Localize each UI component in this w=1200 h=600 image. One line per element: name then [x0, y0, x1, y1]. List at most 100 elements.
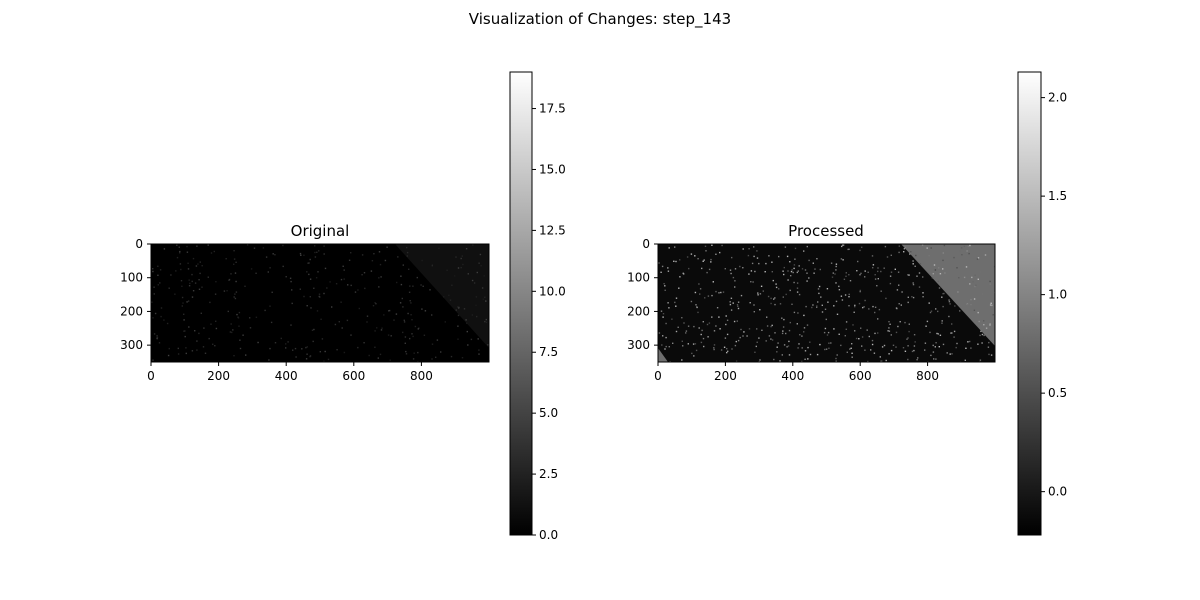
pixel-speck: [885, 359, 887, 362]
pixel-speck: [471, 279, 474, 282]
pixel-speck: [181, 305, 183, 307]
pixel-speck: [972, 281, 974, 283]
pixel-speck: [726, 351, 728, 354]
pixel-speck: [942, 252, 944, 254]
pixel-speck: [803, 327, 806, 329]
pixel-speck: [807, 358, 809, 360]
pixel-speck: [816, 258, 818, 260]
pixel-speck: [750, 270, 753, 272]
pixel-speck: [749, 302, 751, 304]
pixel-speck: [948, 315, 950, 318]
pixel-speck: [363, 342, 365, 344]
pixel-speck: [199, 272, 201, 275]
pixel-speck: [233, 250, 235, 252]
pixel-speck: [979, 359, 982, 361]
pixel-speck: [239, 347, 242, 350]
pixel-speck: [813, 272, 815, 274]
pixel-speck: [929, 311, 932, 314]
pixel-speck: [842, 244, 845, 246]
pixel-speck: [184, 330, 186, 332]
pixel-speck: [291, 289, 293, 291]
pixel-speck: [928, 255, 930, 257]
pixel-speck: [697, 258, 699, 260]
pixel-speck: [233, 355, 235, 357]
pixel-speck: [894, 268, 896, 270]
pixel-speck: [214, 293, 217, 295]
pixel-speck: [186, 245, 188, 248]
pixel-speck: [888, 330, 891, 332]
pixel-speck: [950, 332, 952, 334]
pixel-speck: [682, 345, 684, 347]
pixel-speck: [876, 285, 878, 287]
pixel-speck: [226, 290, 228, 292]
pixel-speck: [949, 303, 951, 305]
pixel-speck: [755, 345, 757, 348]
pixel-speck: [485, 321, 488, 324]
pixel-speck: [668, 247, 670, 249]
pixel-speck: [791, 269, 793, 271]
pixel-speck: [465, 319, 467, 321]
pixel-speck: [937, 310, 939, 313]
x-tick-label: 200: [207, 369, 230, 383]
pixel-speck: [824, 348, 826, 351]
pixel-speck: [967, 245, 970, 247]
pixel-speck: [864, 349, 866, 351]
pixel-speck: [401, 297, 403, 300]
pixel-speck: [265, 256, 268, 258]
pixel-speck: [242, 334, 244, 336]
pixel-speck: [484, 296, 486, 298]
pixel-speck: [712, 281, 714, 283]
pixel-speck: [764, 271, 766, 273]
pixel-speck: [152, 268, 154, 270]
pixel-speck: [289, 277, 292, 279]
pixel-speck: [699, 293, 701, 295]
pixel-speck: [801, 268, 804, 270]
pixel-speck: [983, 320, 985, 322]
pixel-speck: [411, 333, 413, 335]
pixel-speck: [199, 261, 201, 263]
pixel-speck: [320, 318, 322, 320]
pixel-speck: [812, 304, 814, 306]
colorbar-tick-label: 17.5: [539, 102, 566, 116]
pixel-speck: [413, 352, 415, 354]
pixel-speck: [323, 245, 325, 247]
pixel-speck: [730, 297, 733, 299]
pixel-speck: [478, 262, 480, 264]
pixel-speck: [971, 276, 973, 279]
pixel-speck: [842, 259, 844, 261]
pixel-speck: [830, 342, 832, 344]
pixel-speck: [964, 359, 966, 361]
pixel-speck: [687, 343, 689, 345]
pixel-speck: [976, 258, 979, 260]
pixel-speck: [870, 349, 872, 351]
pixel-speck: [708, 268, 711, 271]
pixel-speck: [871, 343, 874, 346]
pixel-speck: [397, 256, 399, 258]
pixel-speck: [292, 349, 294, 351]
pixel-speck: [377, 357, 379, 359]
pixel-speck: [941, 322, 943, 324]
pixel-speck: [462, 263, 464, 266]
pixel-speck: [925, 325, 927, 327]
pixel-speck: [228, 278, 231, 281]
pixel-speck: [953, 256, 955, 259]
panel-title-processed: Processed: [788, 222, 864, 240]
pixel-speck: [675, 330, 678, 333]
pixel-speck: [911, 296, 913, 298]
pixel-speck: [698, 327, 700, 329]
pixel-speck: [457, 338, 459, 340]
pixel-speck: [732, 276, 735, 279]
pixel-speck: [158, 342, 161, 344]
pixel-speck: [757, 294, 759, 296]
pixel-speck: [487, 344, 489, 346]
pixel-speck: [766, 325, 769, 327]
pixel-speck: [249, 327, 252, 329]
pixel-speck: [310, 307, 312, 309]
pixel-speck: [711, 316, 713, 318]
colorbar-tick-label: 2.5: [539, 467, 558, 481]
pixel-speck: [797, 312, 799, 314]
pixel-speck: [734, 268, 737, 270]
pixel-speck: [737, 301, 740, 303]
pixel-speck: [191, 280, 193, 283]
